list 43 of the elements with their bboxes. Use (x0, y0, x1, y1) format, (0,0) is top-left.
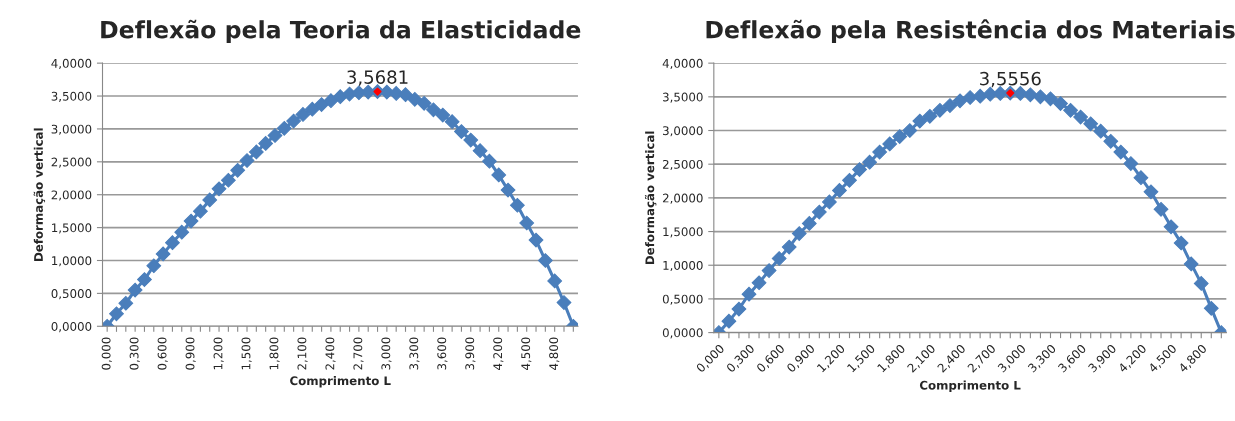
y-tick-label: 0,0000 (51, 322, 92, 333)
x-axis-title: Comprimento L (919, 380, 1021, 392)
y-tick-label: 0,0000 (662, 328, 703, 339)
y-tick-label: 4,0000 (662, 58, 703, 70)
x-tick-label: 0,600 (157, 337, 168, 370)
x-tick-label: 1,200 (213, 337, 224, 370)
x-tick-label: 3,000 (381, 337, 392, 370)
x-tick-label: 3,600 (437, 337, 448, 370)
y-tick-label: 3,5000 (663, 92, 703, 103)
x-tick-label: 0,300 (129, 337, 140, 370)
y-axis-title: Deformação vertical (644, 131, 657, 265)
x-tick-label: 2,700 (353, 337, 364, 370)
y-tick-label: 1,5000 (663, 227, 703, 238)
y-tick-label: 1,0000 (52, 256, 92, 267)
y-axis-title: Deformação vertical (33, 128, 46, 261)
x-tick-label: 1,500 (241, 337, 252, 370)
x-tick-label: 0,900 (185, 337, 196, 370)
y-tick-label: 0,5000 (51, 289, 92, 300)
x-tick-label: 2,100 (297, 337, 308, 370)
y-tick-label: 2,0000 (51, 190, 92, 201)
x-tick-label: 1,800 (269, 337, 280, 370)
data-label: 3,5556 (980, 71, 1041, 88)
x-tick-label: 3,300 (409, 337, 420, 370)
x-tick-label: 4,500 (521, 337, 532, 370)
y-tick-label: 4,0000 (51, 58, 92, 70)
y-tick-label: 3,0000 (51, 124, 92, 135)
x-tick-label: 0,000 (101, 337, 112, 370)
y-tick-label: 3,0000 (663, 126, 703, 137)
y-tick-label: 1,0000 (663, 260, 703, 272)
x-tick-label: 4,200 (493, 337, 504, 370)
y-tick-label: 3,5000 (51, 91, 92, 102)
x-tick-label: 3,900 (465, 337, 476, 370)
y-tick-label: 2,5000 (662, 159, 703, 171)
y-tick-label: 0,5000 (662, 294, 703, 305)
data-label: 3,5681 (347, 70, 408, 86)
chart-title: Deflexão pela Teoria da Elasticidade (101, 19, 581, 44)
y-tick-label: 2,5000 (51, 157, 92, 168)
x-axis-title: Comprimento L (290, 376, 391, 388)
y-tick-label: 2,0000 (662, 193, 703, 204)
x-tick-label: 2,400 (325, 337, 336, 370)
chart-title: Deflexão pela Resistência dos Materiais (706, 19, 1235, 44)
x-tick-label: 4,800 (549, 337, 560, 370)
y-tick-label: 1,5000 (52, 223, 92, 234)
